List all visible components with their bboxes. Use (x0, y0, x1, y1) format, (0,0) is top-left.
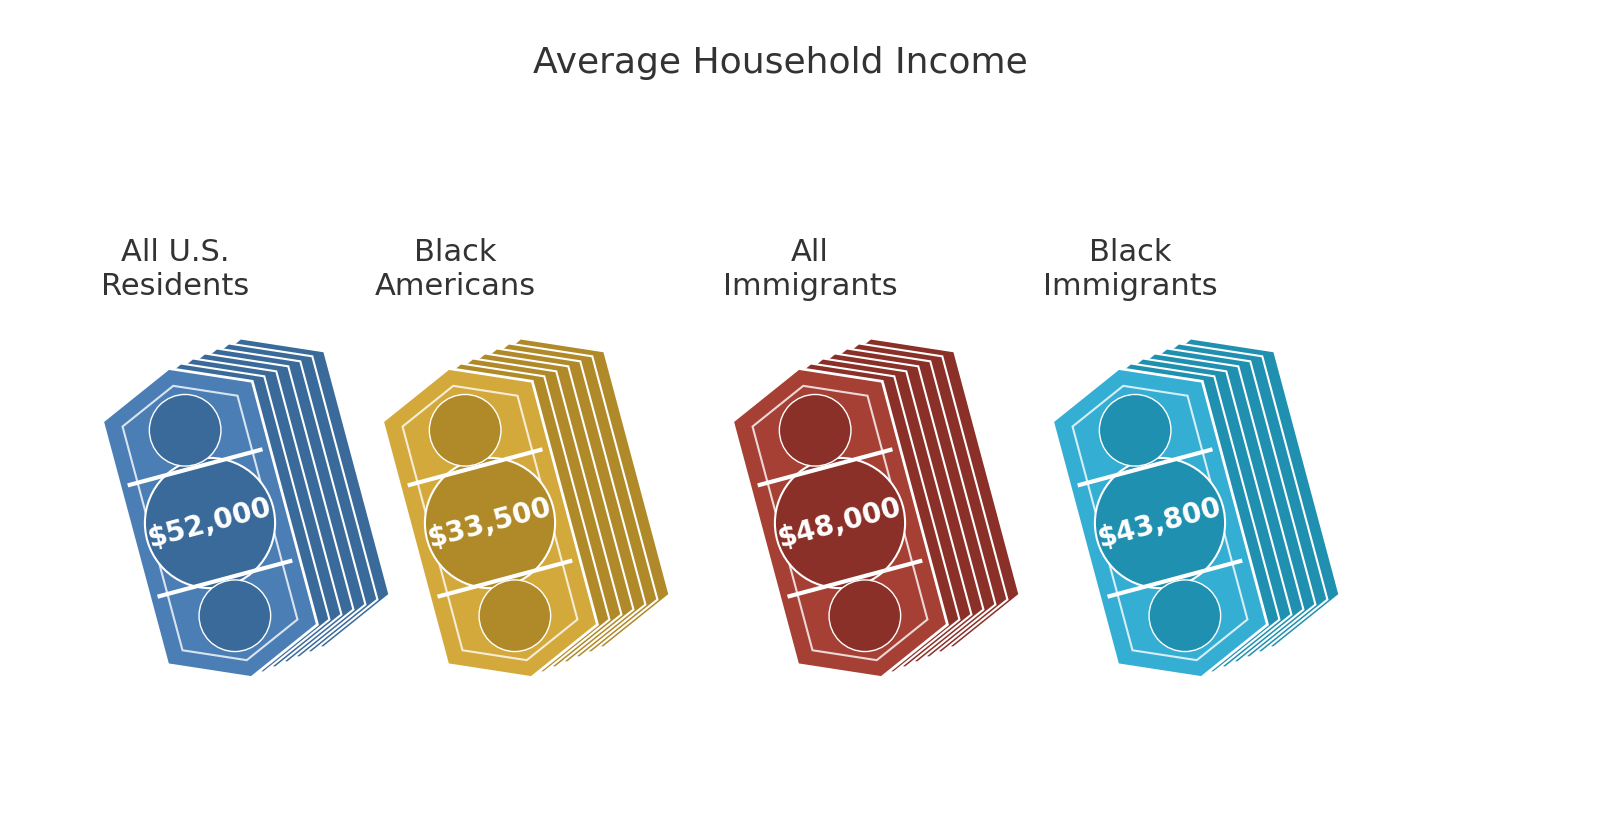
Circle shape (199, 580, 270, 651)
Polygon shape (418, 353, 633, 662)
Circle shape (775, 458, 905, 588)
Polygon shape (757, 358, 972, 667)
Circle shape (145, 458, 275, 588)
Polygon shape (151, 348, 365, 657)
Polygon shape (431, 348, 646, 657)
Text: $33,500: $33,500 (426, 493, 554, 553)
Polygon shape (127, 358, 341, 667)
Circle shape (149, 395, 220, 466)
Circle shape (1099, 395, 1172, 466)
Text: All U.S.
Residents: All U.S. Residents (101, 238, 249, 301)
Polygon shape (382, 368, 598, 677)
Polygon shape (175, 338, 389, 647)
Polygon shape (1077, 358, 1292, 667)
Polygon shape (768, 353, 983, 662)
Polygon shape (1125, 338, 1340, 647)
Circle shape (1094, 458, 1225, 588)
Text: Average Household Income: Average Household Income (532, 46, 1027, 80)
Polygon shape (744, 363, 959, 672)
Text: $43,800: $43,800 (1094, 493, 1225, 553)
Polygon shape (1101, 348, 1316, 657)
Polygon shape (781, 348, 995, 657)
Polygon shape (805, 338, 1019, 647)
Circle shape (829, 580, 900, 651)
Polygon shape (792, 343, 1008, 652)
Polygon shape (114, 363, 329, 672)
Circle shape (429, 395, 501, 466)
Text: Black
Immigrants: Black Immigrants (1043, 238, 1218, 301)
Polygon shape (455, 338, 670, 647)
Polygon shape (1064, 363, 1279, 672)
Text: All
Immigrants: All Immigrants (723, 238, 897, 301)
Polygon shape (407, 358, 622, 667)
Polygon shape (103, 368, 318, 677)
Circle shape (1149, 580, 1221, 651)
Polygon shape (733, 368, 948, 677)
Circle shape (424, 458, 554, 588)
Polygon shape (442, 343, 657, 652)
Polygon shape (1088, 353, 1303, 662)
Polygon shape (1053, 368, 1268, 677)
Polygon shape (138, 353, 354, 662)
Text: $52,000: $52,000 (145, 493, 275, 553)
Text: Black
Americans: Black Americans (374, 238, 535, 301)
Polygon shape (395, 363, 609, 672)
Polygon shape (162, 343, 378, 652)
Text: $48,000: $48,000 (775, 493, 905, 553)
Circle shape (779, 395, 852, 466)
Circle shape (479, 580, 551, 651)
Polygon shape (1112, 343, 1327, 652)
